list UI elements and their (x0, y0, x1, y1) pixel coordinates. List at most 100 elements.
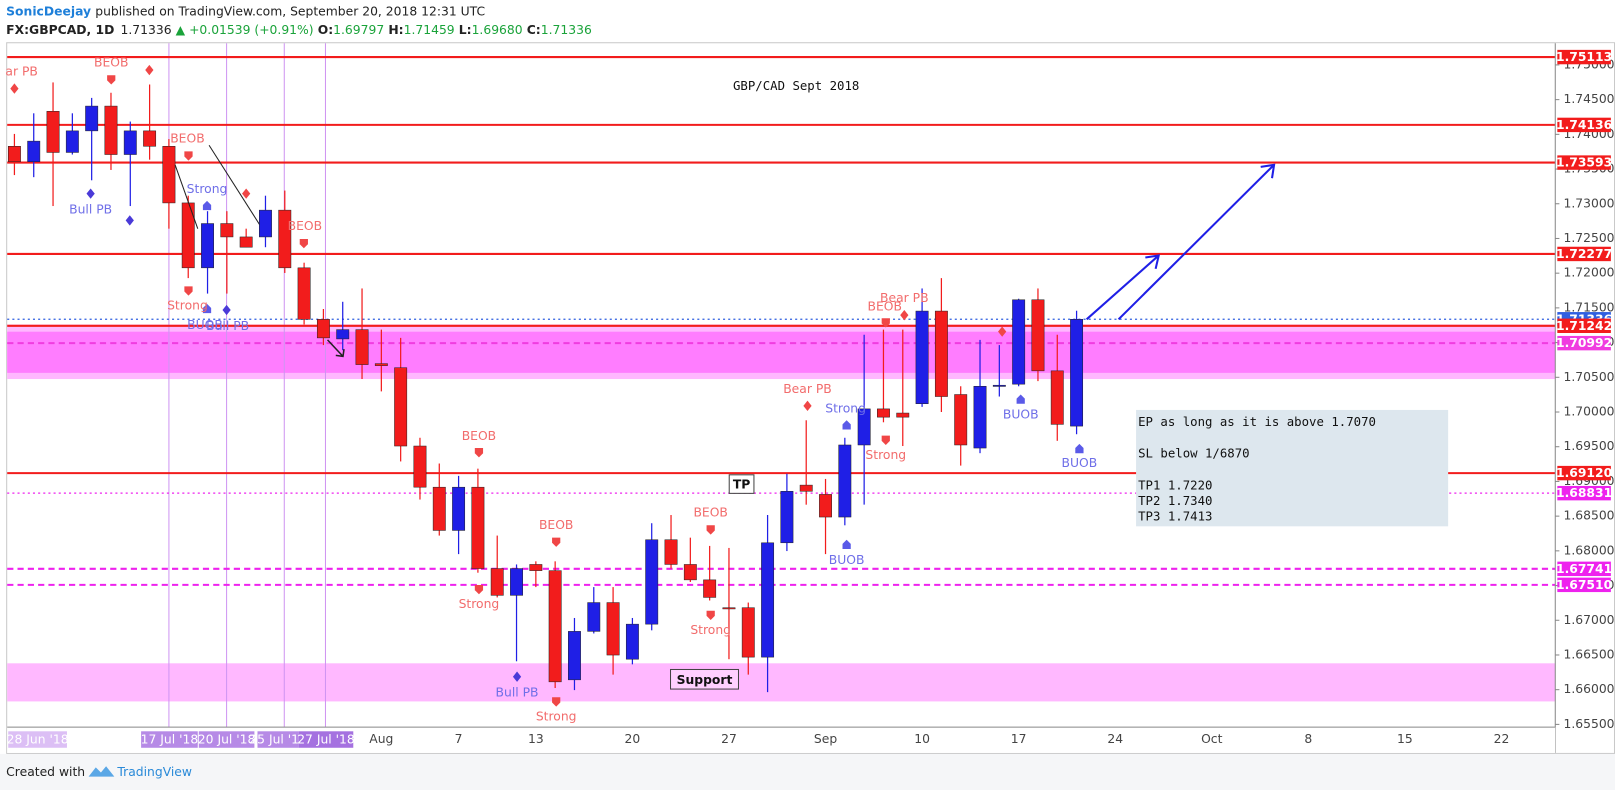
candle-body (915, 310, 929, 405)
note-line: EP as long as it is above 1.7070 (1138, 415, 1376, 429)
candle-body (27, 140, 41, 163)
ohlc-value: 1.71336 (541, 22, 592, 36)
candle-body (123, 130, 137, 155)
level-label: 1.73593 (1556, 156, 1612, 170)
signal-arrow (184, 151, 193, 161)
level-tag (1557, 335, 1611, 351)
annotation: Bull PB (496, 686, 539, 700)
candle-body (529, 564, 543, 571)
candle-body (201, 223, 214, 269)
date-highlight-label: 17 Jul '18 (141, 733, 199, 747)
candle-body (857, 408, 871, 446)
label-text: TP (733, 478, 750, 492)
candle-body (355, 329, 369, 365)
candle-body (1050, 370, 1064, 425)
candle-body (85, 105, 99, 132)
level-tag (1557, 318, 1611, 334)
signal-arrow (299, 238, 308, 249)
level-label: 1.75113 (1556, 50, 1612, 64)
signal-diamond (10, 83, 19, 94)
y-tick-label: 1.66500 (1564, 647, 1615, 661)
ohlc-key: C: (527, 22, 541, 36)
x-tick-label: 17 (1011, 732, 1027, 746)
candle-body (104, 105, 118, 155)
y-tick-label: 1.65500 (1564, 717, 1615, 731)
date-highlight (198, 731, 255, 748)
candle-body (683, 564, 697, 581)
signal-arrow (184, 286, 193, 296)
x-tick-label: 22 (1494, 732, 1510, 746)
level-label: 1.74136 (1556, 118, 1612, 132)
date-highlight (257, 731, 299, 748)
ohlc-value: 1.71459 (404, 22, 455, 36)
candle-body (664, 539, 678, 565)
candle-body (741, 607, 755, 658)
candle-body (761, 542, 775, 658)
y-tick-label: 1.68000 (1564, 543, 1615, 557)
candle-body (510, 568, 523, 596)
signal-arrow (202, 200, 212, 211)
signal-arrow (552, 537, 561, 547)
x-tick-label: 20 (625, 732, 641, 746)
x-tick-label: Aug (369, 732, 393, 746)
signal-arrow (842, 420, 851, 430)
candle-body (896, 412, 910, 418)
signal-arrow (881, 435, 890, 445)
candle-body (413, 445, 427, 488)
candle-body (452, 486, 466, 531)
signal-arrow (474, 448, 484, 458)
signal-diamond (512, 671, 522, 682)
annotation: Strong (167, 298, 208, 312)
signal-arrow (842, 539, 851, 549)
signal-arrow (107, 75, 116, 85)
candle-body (374, 363, 388, 366)
signal-arrow (881, 318, 890, 328)
level-label: 1.69120 (1556, 466, 1612, 480)
x-tick-label: 27 (721, 732, 737, 746)
date-highlight-label: 27 Jul '18 (297, 733, 355, 747)
chart-title: GBP/CAD Sept 2018 (733, 79, 859, 93)
level-tag (1557, 155, 1611, 170)
footer-text: Created with (6, 765, 85, 779)
signal-arrow (202, 303, 212, 314)
date-highlight (141, 731, 198, 748)
y-tick-label: 1.70500 (1564, 370, 1615, 384)
x-tick-label: 7 (455, 732, 463, 746)
annotation: BEOB (539, 518, 573, 532)
candle-body (259, 209, 272, 238)
trend-line (174, 164, 199, 229)
x-tick-label: 10 (914, 732, 930, 746)
y-tick-label: 1.74500 (1564, 92, 1615, 106)
candle-body (278, 209, 292, 269)
note-line: TP2 1.7340 (1138, 494, 1212, 508)
signal-diamond (900, 310, 909, 321)
label-box (728, 474, 755, 494)
ohlc-value: 1.69680 (472, 22, 523, 36)
annotation: BUOB (187, 318, 223, 332)
label-text: Support (677, 673, 733, 687)
candle-body (336, 329, 350, 340)
y-tick-label: 1.67000 (1564, 613, 1615, 627)
candle-body (799, 484, 813, 492)
candle-body (722, 607, 736, 610)
level-tag (1557, 561, 1611, 577)
annotation: BEOB (462, 429, 496, 443)
date-highlight-label: 25 Jul '18 (249, 733, 307, 747)
y-tick-label: 1.66000 (1564, 682, 1615, 696)
annotation: BEOB (170, 132, 204, 146)
candle-body (490, 568, 504, 596)
candle-body (65, 130, 79, 153)
level-label: 1.71242 (1556, 319, 1612, 333)
target-arrow (1117, 163, 1276, 321)
candle-body (432, 486, 446, 531)
x-tick-label: Oct (1201, 732, 1223, 746)
level-label: 1.67510 (1556, 578, 1612, 592)
ohlc-value: 1.69797 (333, 22, 384, 36)
note-line: TP1 1.7220 (1138, 479, 1212, 493)
annotation: BEOB (94, 55, 128, 69)
target-arrow (1085, 254, 1161, 321)
annotation: BUOB (1003, 408, 1039, 422)
candle-body (954, 394, 968, 446)
date-highlight-label: 20 Jul '18 (198, 733, 256, 747)
candle-body (838, 444, 852, 518)
